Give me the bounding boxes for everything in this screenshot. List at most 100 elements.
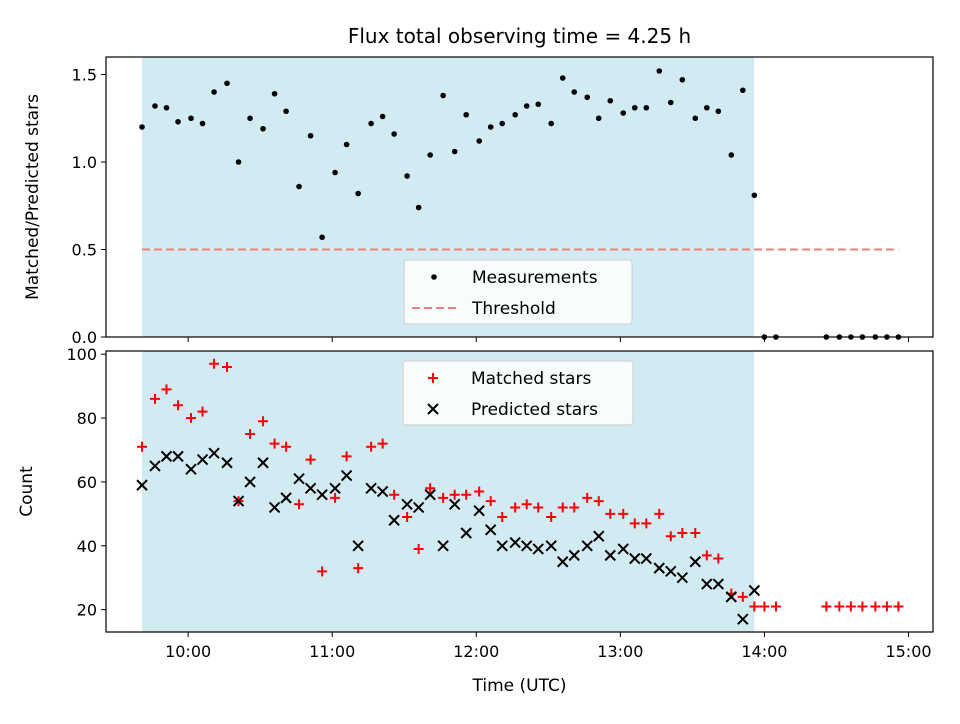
legend-box xyxy=(402,360,634,426)
matched-star-point xyxy=(749,601,760,612)
matched-star-point xyxy=(449,489,460,500)
matched-star-point xyxy=(569,502,580,513)
predicted-star-point xyxy=(401,498,413,510)
matched-star-point xyxy=(137,441,148,452)
predicted-star-point xyxy=(149,460,161,472)
y-tick-label: 60 xyxy=(77,473,97,492)
measurement-point xyxy=(271,90,278,97)
y-tick-label: 40 xyxy=(77,537,97,556)
predicted-star-point xyxy=(689,556,701,568)
matched-star-point xyxy=(474,486,485,497)
measurement-point xyxy=(368,120,374,127)
measurement-point xyxy=(163,104,170,111)
matched-star-point xyxy=(353,563,364,574)
predicted-star-point xyxy=(520,540,533,552)
matched-star-point xyxy=(713,553,724,564)
legend-label: Predicted stars xyxy=(471,400,598,420)
y-tick-label: 80 xyxy=(77,409,97,428)
predicted-star-point xyxy=(496,540,508,552)
matched-star-point xyxy=(654,508,665,519)
predicted-star-point xyxy=(725,591,738,603)
matched-star-point xyxy=(402,512,413,523)
predicted-star-point xyxy=(437,540,449,552)
legend-label: Threshold xyxy=(471,299,556,319)
matched-star-point xyxy=(425,483,436,494)
matched-star-point xyxy=(173,400,184,411)
measurement-point xyxy=(571,89,578,95)
measurement-point xyxy=(535,101,542,108)
legend: Matched stars Predicted stars xyxy=(402,360,634,426)
predicted-star-point xyxy=(208,447,220,459)
measurement-point xyxy=(692,115,699,122)
measurement-point xyxy=(487,124,494,130)
matched-star-point xyxy=(870,601,881,612)
measurement-point xyxy=(607,97,614,104)
y-tick-label: 20 xyxy=(77,601,97,620)
predicted-star-point xyxy=(424,488,436,501)
matched-star-point xyxy=(497,512,508,523)
matched-star-point xyxy=(737,591,748,602)
measurement-point xyxy=(307,132,314,139)
predicted-star-point xyxy=(676,572,689,584)
axes-frame xyxy=(105,350,934,633)
matched-star-point xyxy=(629,518,640,529)
matched-star-point xyxy=(269,438,280,449)
legend-dot-marker xyxy=(431,274,437,280)
matched-star-point xyxy=(701,550,712,561)
y-axis-label: Count xyxy=(17,466,37,517)
legend-label: Measurements xyxy=(472,268,598,288)
measurement-point xyxy=(451,148,458,155)
legend: Measurements Threshold xyxy=(403,259,633,325)
measurement-point xyxy=(283,108,289,115)
matched-star-point xyxy=(377,438,388,449)
measurement-point xyxy=(463,111,469,118)
measurement-point xyxy=(512,111,518,118)
measurement-point xyxy=(296,183,302,190)
matched-star-point xyxy=(186,413,197,424)
measurement-point xyxy=(548,120,554,127)
predicted-star-point xyxy=(640,552,652,565)
measurement-point xyxy=(175,118,181,125)
axes-frame xyxy=(105,56,934,338)
matched-star-point xyxy=(413,543,424,554)
predicted-star-point xyxy=(232,495,245,507)
measurement-point xyxy=(152,103,158,109)
measurement-point xyxy=(211,89,217,95)
matched-star-point xyxy=(161,384,172,395)
y-axis-label: Matched/Predicted stars xyxy=(23,94,43,300)
predicted-star-point xyxy=(257,457,269,469)
matched-star-point xyxy=(881,601,892,612)
matched-star-point xyxy=(330,492,341,503)
x-axis-label: Time (UTC) xyxy=(472,676,567,696)
measurement-point xyxy=(199,120,206,127)
predicted-star-point xyxy=(604,549,616,562)
predicted-star-point xyxy=(136,479,148,491)
y-tick-label: 100 xyxy=(66,345,97,364)
predicted-star-point xyxy=(185,463,197,475)
measurement-point xyxy=(391,131,397,137)
matched-star-point xyxy=(677,528,688,539)
measurement-point xyxy=(404,173,410,179)
predicted-star-point xyxy=(593,530,605,542)
predicted-star-point xyxy=(160,450,173,463)
matched-star-point xyxy=(605,508,616,519)
predicted-star-point xyxy=(748,584,761,597)
predicted-star-point xyxy=(532,543,544,555)
measurement-point xyxy=(740,87,746,94)
matched-star-point xyxy=(521,499,532,510)
matched-star-point xyxy=(533,502,544,513)
measurement-point xyxy=(235,159,242,165)
y-tick-label: 1.5 xyxy=(72,66,97,85)
matched-star-point xyxy=(317,566,328,577)
measurement-point xyxy=(751,192,758,199)
predicted-star-point xyxy=(629,552,641,565)
predicted-star-point xyxy=(653,562,665,574)
predicted-star-point xyxy=(665,565,677,578)
matched-star-point xyxy=(461,489,472,500)
predicted-star-point xyxy=(293,473,305,485)
y-tick-label: 0.5 xyxy=(72,241,97,260)
matched-star-point xyxy=(485,496,496,507)
predicted-star-point xyxy=(473,504,485,517)
matched-star-point xyxy=(281,441,292,452)
legend-plus-marker xyxy=(428,373,438,383)
